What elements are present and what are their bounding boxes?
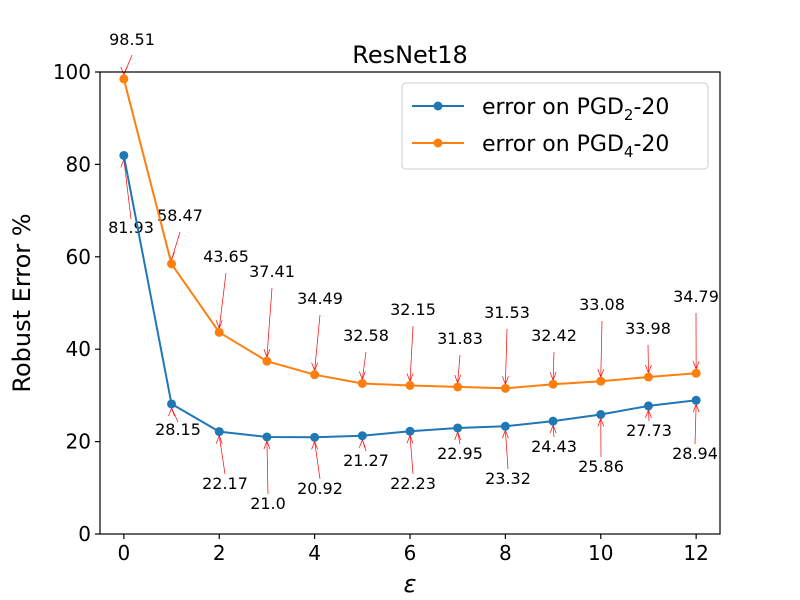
data-point bbox=[500, 383, 510, 393]
annotation-arrow bbox=[457, 354, 461, 383]
data-point bbox=[214, 427, 224, 437]
data-point bbox=[643, 372, 653, 382]
annotation-arrow bbox=[409, 435, 414, 475]
data-label: 22.17 bbox=[202, 474, 248, 493]
annotation-arrow bbox=[552, 351, 555, 381]
data-label-annotations: 81.9328.1522.1721.020.9221.2722.2322.952… bbox=[108, 30, 719, 513]
data-point bbox=[596, 410, 606, 420]
annotation-arrow bbox=[218, 435, 226, 475]
data-point bbox=[119, 150, 129, 160]
data-label: 27.73 bbox=[626, 421, 672, 440]
x-tick-label: 12 bbox=[683, 541, 708, 565]
y-tick-label: 0 bbox=[78, 522, 91, 546]
y-tick-label: 100 bbox=[53, 60, 91, 84]
data-label: 34.79 bbox=[673, 287, 719, 306]
annotation-arrow bbox=[266, 287, 273, 358]
data-label: 25.86 bbox=[578, 457, 624, 476]
y-tick-label: 60 bbox=[66, 245, 91, 269]
data-label: 32.42 bbox=[531, 326, 577, 345]
data-label: 21.27 bbox=[343, 451, 389, 470]
data-point bbox=[310, 432, 320, 442]
data-label: 28.94 bbox=[672, 444, 718, 463]
annotation-arrow bbox=[218, 272, 227, 329]
data-label: 98.51 bbox=[109, 30, 155, 49]
legend-label: error on PGD4-20 bbox=[482, 132, 669, 161]
x-tick-label: 0 bbox=[117, 541, 130, 565]
data-label: 33.98 bbox=[625, 319, 671, 338]
data-label: 34.49 bbox=[297, 289, 343, 308]
data-label: 22.23 bbox=[390, 474, 436, 493]
data-label: 22.95 bbox=[437, 444, 483, 463]
data-label: 37.41 bbox=[249, 262, 295, 281]
chart-title: ResNet18 bbox=[352, 41, 468, 69]
legend-marker bbox=[433, 101, 443, 111]
data-point bbox=[262, 432, 272, 442]
data-point bbox=[357, 378, 367, 388]
y-axis-label: Robust Error % bbox=[8, 213, 36, 392]
x-tick-label: 6 bbox=[404, 541, 417, 565]
legend-box bbox=[401, 82, 709, 170]
data-label: 24.43 bbox=[531, 437, 577, 456]
data-point bbox=[691, 395, 701, 405]
annotation-arrowhead bbox=[120, 66, 128, 76]
legend: error on PGD2-20 error on PGD4-20 bbox=[401, 82, 709, 170]
annotation-arrow bbox=[409, 325, 414, 382]
annotation-arrow bbox=[266, 440, 269, 495]
data-label: 33.08 bbox=[579, 295, 625, 314]
annotation-arrow bbox=[694, 404, 697, 445]
x-tick-label: 8 bbox=[499, 541, 512, 565]
data-point bbox=[453, 382, 463, 392]
data-label: 21.0 bbox=[250, 494, 286, 513]
data-label: 31.53 bbox=[484, 303, 530, 322]
data-point bbox=[548, 379, 558, 389]
y-tick-label: 80 bbox=[66, 152, 91, 176]
data-point bbox=[643, 401, 653, 411]
annotation-arrow bbox=[314, 441, 321, 480]
annotation-arrow bbox=[314, 314, 321, 371]
data-point bbox=[405, 380, 415, 390]
data-label: 81.93 bbox=[108, 218, 154, 237]
data-point bbox=[405, 426, 415, 436]
data-label: 32.58 bbox=[343, 326, 389, 345]
data-label: 28.15 bbox=[155, 420, 201, 439]
annotation-arrow bbox=[552, 425, 555, 438]
data-point bbox=[548, 416, 558, 426]
data-point bbox=[453, 423, 463, 433]
y-tick-label: 40 bbox=[66, 337, 91, 361]
annotation-arrow bbox=[361, 351, 367, 380]
data-label: 43.65 bbox=[203, 247, 249, 266]
annotation-arrow bbox=[648, 409, 650, 422]
data-point bbox=[500, 421, 510, 431]
data-label: 31.83 bbox=[437, 329, 483, 348]
legend-marker bbox=[433, 138, 443, 148]
y-tick-label: 20 bbox=[66, 430, 91, 454]
data-point bbox=[119, 74, 129, 84]
x-axis: 0 2 4 6 8 10 12 bbox=[117, 534, 709, 565]
series-layer bbox=[119, 74, 701, 442]
x-tick-label: 10 bbox=[588, 541, 613, 565]
data-label: 32.15 bbox=[390, 300, 436, 319]
y-axis: 0 20 40 60 80 100 bbox=[53, 60, 100, 546]
data-point bbox=[167, 259, 177, 269]
data-point bbox=[310, 370, 320, 380]
data-label: 23.32 bbox=[485, 469, 531, 488]
x-tick-label: 2 bbox=[213, 541, 226, 565]
data-label: 20.92 bbox=[297, 479, 343, 498]
data-label: 58.47 bbox=[157, 206, 203, 225]
data-point bbox=[357, 431, 367, 441]
annotation-arrow bbox=[123, 159, 132, 220]
annotation-arrow bbox=[600, 320, 603, 378]
annotation-arrow bbox=[505, 430, 509, 470]
data-point bbox=[596, 376, 606, 386]
annotation-arrow bbox=[505, 328, 508, 385]
legend-label: error on PGD2-20 bbox=[482, 95, 669, 124]
data-point bbox=[262, 356, 272, 366]
data-point bbox=[691, 368, 701, 378]
x-axis-label: ε bbox=[404, 570, 417, 598]
data-point bbox=[167, 399, 177, 409]
x-tick-label: 4 bbox=[308, 541, 321, 565]
data-point bbox=[214, 327, 224, 337]
